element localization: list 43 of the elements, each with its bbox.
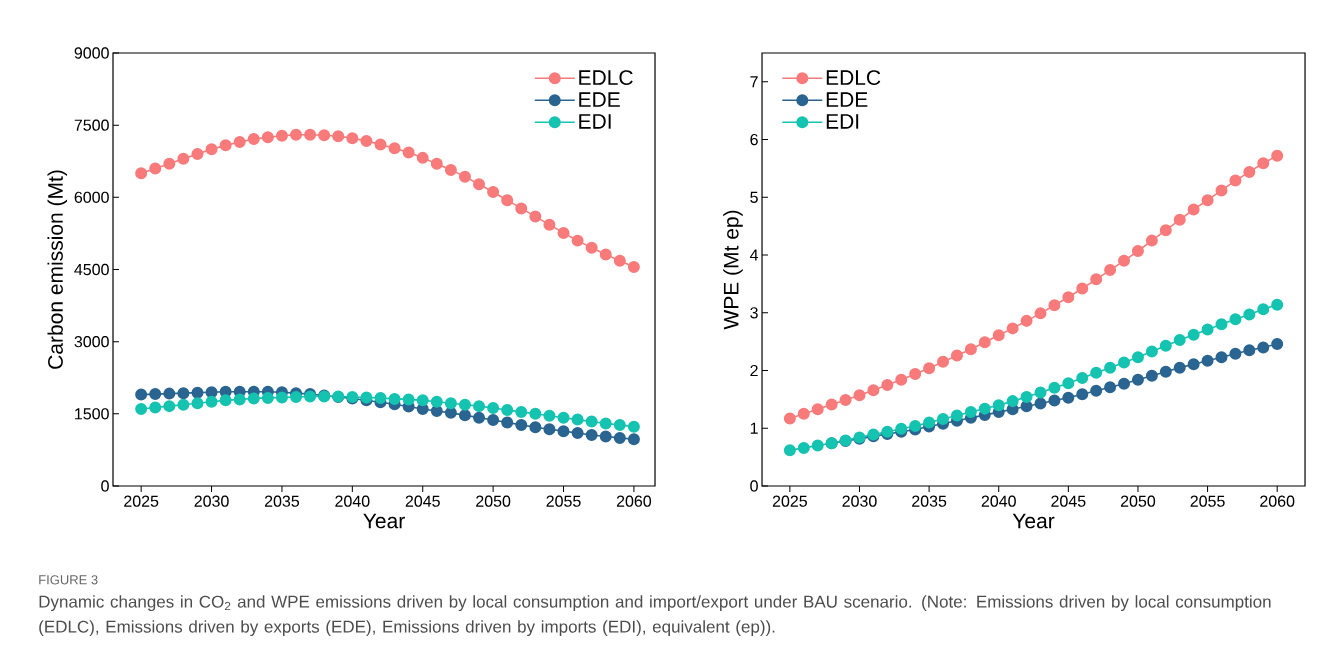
y-tick-label: 9000 [74,47,109,59]
y-tick-label: 6000 [74,191,109,203]
caption: FIGURE 3 [39,575,98,585]
y-tick-label: 4 [749,249,759,261]
y-axis-title: Carbon emission (Mt) [47,170,68,369]
y-tick-label: 7500 [74,119,109,131]
y-tick-label: 7 [750,76,758,88]
y-tick-label: 0 [750,480,758,492]
legend-label: EDI [826,114,859,129]
x-axis-title: Year [363,513,405,529]
y-axis-title: WPE (Mt ep) [723,210,743,330]
x-tick-label: 2045 [1051,495,1086,507]
x-tick-label: 2040 [335,495,370,507]
y-tick-label: 0 [101,480,109,492]
x-tick-label: 2045 [405,495,440,507]
legend-label: EDE [826,92,868,107]
x-tick-label: 2025 [772,495,807,507]
y-tick-label: 4500 [74,263,109,276]
x-tick-label: 2050 [476,495,511,507]
x-tick-label: 2055 [546,495,581,507]
legend-label: EDLC [826,70,881,86]
legend-label: EDLC [579,70,633,86]
legend-label: EDI [579,114,611,129]
y-tick-label: 3000 [74,336,109,348]
x-tick-label: 2060 [1260,495,1295,507]
y-tick-label: 5 [750,191,758,203]
y-tick-label: 6 [750,133,758,146]
x-tick-label: 2035 [912,495,947,507]
x-axis-title: Year [1012,513,1055,529]
x-tick-label: 2050 [1120,495,1156,507]
y-tick-label: 3 [750,307,758,319]
x-tick-label: 2040 [981,495,1016,507]
legend-label: EDE [579,92,620,107]
x-tick-label: 2025 [124,495,159,507]
x-tick-label: 2060 [616,495,652,507]
x-tick-label: 2035 [264,495,300,507]
x-tick-label: 2030 [842,495,877,507]
x-tick-label: 2030 [194,495,229,507]
y-tick-label: 1 [750,422,758,434]
y-tick-label: 1500 [75,408,109,420]
text: Dynamic changes in CO$_{2}$ and WPE emissions driven by local consumption and import/export under BAU scenario. (Note: Emissions driven by local consumption (EDLC), Emissions driven by exports (EDE), Emissions driven by imports (EDI), equivalent (ep)). [39,595,1271,637]
y-tick-label: 2 [750,364,758,377]
x-tick-label: 2055 [1190,495,1225,507]
